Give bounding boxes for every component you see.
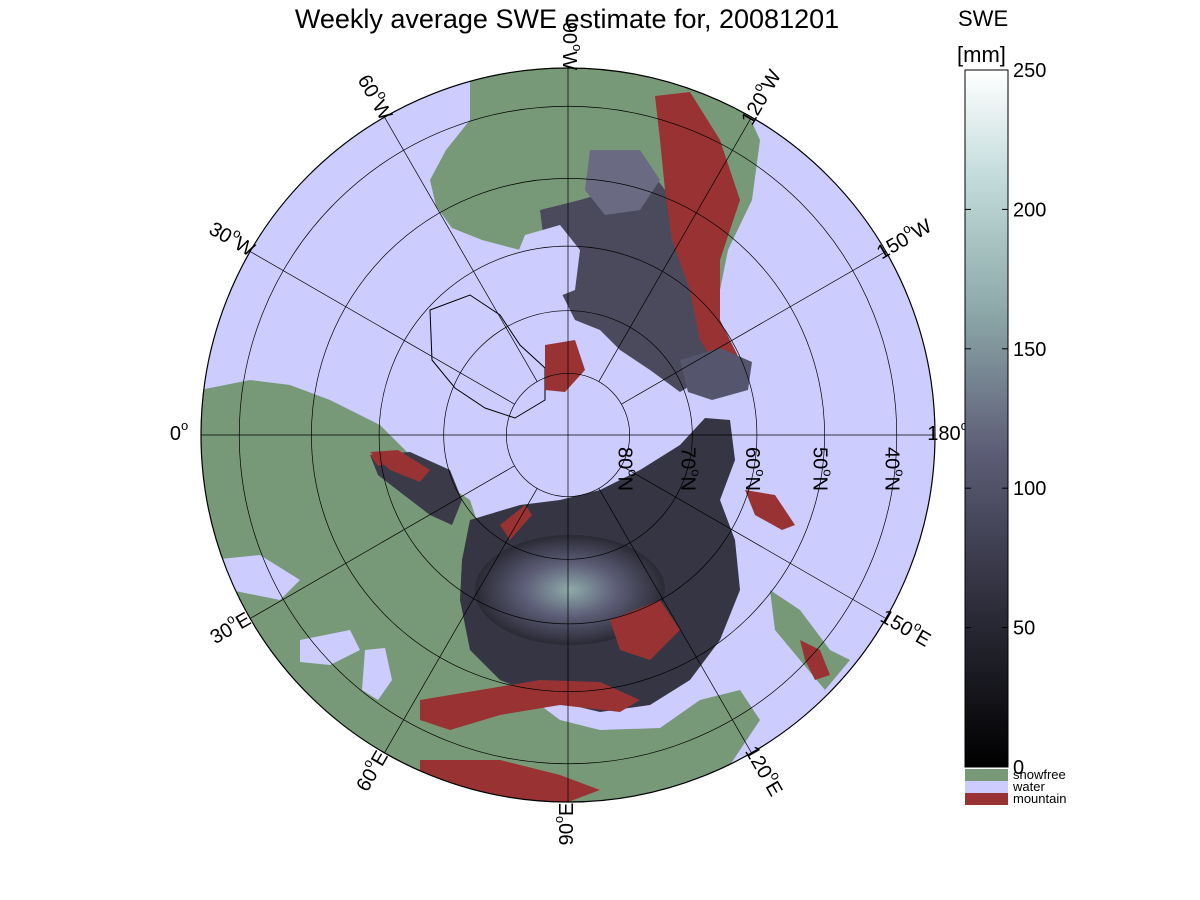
meridian--150	[621, 251, 887, 405]
greenland-south-mountain	[545, 340, 585, 392]
longitude-label-0: 0o	[170, 418, 188, 445]
latitude-label-40: 40oN	[880, 447, 907, 491]
hudson-bay	[515, 225, 580, 300]
longitude-label-90: 90oE	[551, 803, 578, 846]
japan-mountain	[800, 640, 830, 680]
meridian-120	[598, 488, 752, 754]
colorbar-gradient	[964, 69, 1009, 768]
swe-colorbar: SWE [mm] 0 50 100 150 200 250 snowfreewatermo…	[957, 6, 1066, 806]
meridian-150	[621, 465, 887, 619]
latitude-label-60: 60oN	[741, 447, 768, 491]
novaya-zemlya	[500, 505, 532, 540]
longitude-label--120: 120oW	[733, 64, 786, 129]
category-label-snowfree: snowfree	[1013, 767, 1066, 782]
colorbar-tick-label-250: 250	[1013, 60, 1046, 82]
europe-land	[201, 380, 760, 802]
colorbar-tick-label-150: 150	[1013, 339, 1046, 361]
category-swatch-water	[965, 781, 1008, 793]
category-label-water: water	[1012, 779, 1045, 794]
kamchatka-land	[770, 590, 850, 690]
colorbar-tick-label-0: 0	[1013, 757, 1024, 779]
colorbar-label-unit: [mm]	[957, 42, 1006, 67]
latitude-label-50: 50oN	[808, 447, 835, 491]
graticule	[201, 68, 935, 802]
meridian--120	[598, 116, 752, 382]
alaska-land	[680, 348, 752, 400]
far-east-mountain	[745, 490, 795, 530]
polar-map: 90oW60oW120oW30oW150oW0o180oW30oE150oE60…	[170, 22, 987, 846]
latitude-label-70: 70oN	[676, 447, 703, 491]
canada-snow-core	[585, 150, 660, 215]
colorbar-tick-label-200: 200	[1013, 199, 1046, 221]
meridian--30	[249, 251, 515, 405]
meridian--60	[384, 116, 538, 382]
altai-mountains	[610, 600, 680, 660]
colorbar-tick-label-100: 100	[1013, 478, 1046, 500]
rocky-mountains	[655, 92, 745, 380]
meridian-60	[384, 488, 538, 754]
category-swatch-mountain	[965, 793, 1008, 805]
greenland-outline	[429, 294, 546, 419]
meridian-30	[249, 465, 515, 619]
category-label-mountain: mountain	[1013, 791, 1066, 806]
longitude-label--90: 90oW	[558, 22, 585, 70]
longitude-label--150: 150oW	[871, 211, 936, 264]
latitude-label-80: 80oN	[613, 447, 640, 491]
caspian-sea	[362, 648, 392, 700]
black-sea	[300, 630, 360, 665]
category-swatch-snowfree	[965, 769, 1008, 781]
longitude-label-120: 120oE	[740, 740, 790, 800]
longitude-label-150: 150oE	[876, 602, 936, 652]
colorbar-tick-label-50: 50	[1013, 618, 1035, 640]
iceland-mountain	[370, 452, 392, 466]
colorbar-label-swe: SWE	[958, 6, 1008, 31]
central-asia-mountains	[420, 680, 640, 730]
latitude-labels: 80oN 70oN 60oN 50oN 40oN	[613, 447, 907, 491]
map-title: Weekly average SWE estimate for, 2008120…	[295, 4, 839, 34]
colorbar-ticks: 0 50 100 150 200 250	[965, 60, 1046, 779]
